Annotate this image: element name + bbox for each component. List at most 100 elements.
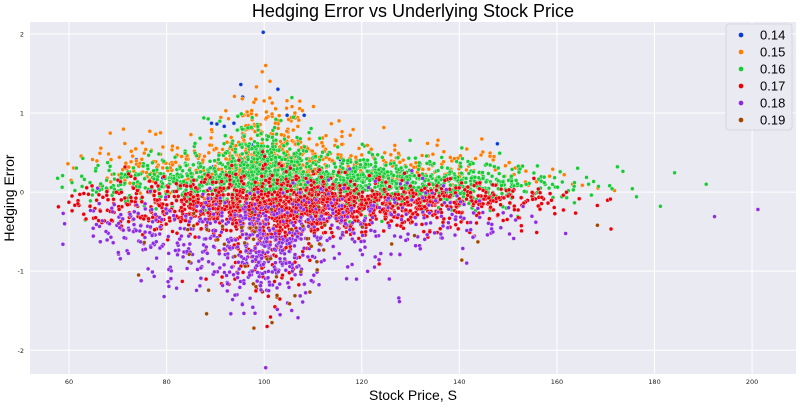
data-point xyxy=(253,288,259,294)
data-point xyxy=(266,294,271,299)
data-point xyxy=(230,200,236,206)
data-point xyxy=(275,167,281,173)
data-point xyxy=(475,206,481,211)
data-point xyxy=(273,254,279,259)
data-point xyxy=(158,224,163,230)
data-point xyxy=(261,98,267,104)
data-point xyxy=(344,276,349,281)
data-point xyxy=(98,208,103,214)
data-point xyxy=(335,225,340,230)
data-point xyxy=(310,254,315,259)
data-point xyxy=(258,283,263,288)
data-point xyxy=(264,109,269,115)
data-point xyxy=(134,202,139,208)
data-point xyxy=(580,183,585,188)
data-point xyxy=(228,228,234,233)
data-point xyxy=(132,176,138,181)
data-point xyxy=(187,241,192,247)
data-point xyxy=(284,169,289,174)
data-point xyxy=(285,223,290,229)
data-point xyxy=(117,155,122,160)
data-point xyxy=(200,219,205,224)
data-point xyxy=(465,184,471,190)
data-point xyxy=(274,274,279,279)
data-point xyxy=(179,174,185,179)
data-point xyxy=(161,174,167,179)
data-point xyxy=(442,200,447,205)
data-point xyxy=(330,191,335,196)
data-point xyxy=(208,135,214,141)
data-point xyxy=(411,190,416,196)
data-point xyxy=(157,203,162,208)
data-point xyxy=(299,232,304,237)
data-point xyxy=(135,188,140,193)
data-point xyxy=(555,185,560,190)
data-point xyxy=(295,315,301,320)
data-point xyxy=(219,274,225,280)
data-point xyxy=(169,147,175,153)
data-point xyxy=(223,133,228,138)
data-point xyxy=(238,213,243,218)
data-point xyxy=(292,243,297,249)
data-point xyxy=(335,144,340,150)
data-point xyxy=(273,237,279,242)
data-point xyxy=(275,307,280,312)
data-point xyxy=(364,200,369,206)
data-point xyxy=(394,181,399,186)
data-point xyxy=(372,156,378,162)
data-point xyxy=(438,226,443,231)
data-point xyxy=(274,131,279,137)
data-point xyxy=(511,236,516,241)
data-point xyxy=(279,163,284,168)
data-point xyxy=(419,153,425,158)
data-point xyxy=(204,244,209,250)
data-point xyxy=(477,215,482,220)
data-point xyxy=(191,162,196,167)
data-point xyxy=(235,114,240,119)
data-point xyxy=(487,154,493,159)
data-point xyxy=(496,178,501,183)
data-point xyxy=(305,217,311,222)
data-point xyxy=(480,176,486,181)
data-point xyxy=(179,205,184,210)
data-point xyxy=(547,191,553,196)
data-point xyxy=(60,242,66,247)
data-point xyxy=(575,166,580,171)
data-point xyxy=(369,147,374,152)
data-point xyxy=(165,189,170,194)
data-point xyxy=(404,195,410,200)
data-point xyxy=(442,178,447,183)
data-point xyxy=(352,239,357,244)
data-point xyxy=(265,275,271,280)
data-point xyxy=(325,152,330,157)
data-point xyxy=(296,141,301,147)
data-point xyxy=(329,121,334,126)
data-point xyxy=(163,206,169,212)
data-point xyxy=(447,169,453,175)
data-point xyxy=(386,176,391,181)
data-point xyxy=(164,202,169,208)
data-point xyxy=(140,163,146,169)
data-point xyxy=(280,273,285,278)
data-point xyxy=(552,211,557,216)
data-point xyxy=(134,158,139,163)
data-point xyxy=(270,173,275,178)
data-point xyxy=(157,245,163,251)
data-point xyxy=(334,138,339,143)
data-point xyxy=(121,235,127,240)
data-point xyxy=(217,251,222,256)
data-point xyxy=(517,166,523,172)
data-point xyxy=(187,219,192,224)
data-point xyxy=(163,194,168,200)
data-point xyxy=(87,204,93,209)
data-point xyxy=(104,178,109,183)
data-point xyxy=(340,210,346,215)
data-point xyxy=(363,162,368,167)
data-point xyxy=(340,232,345,237)
data-point xyxy=(256,213,261,218)
data-point xyxy=(354,276,359,282)
data-point xyxy=(164,221,169,227)
data-point xyxy=(459,145,464,151)
data-point xyxy=(503,163,508,168)
data-point xyxy=(166,234,171,239)
